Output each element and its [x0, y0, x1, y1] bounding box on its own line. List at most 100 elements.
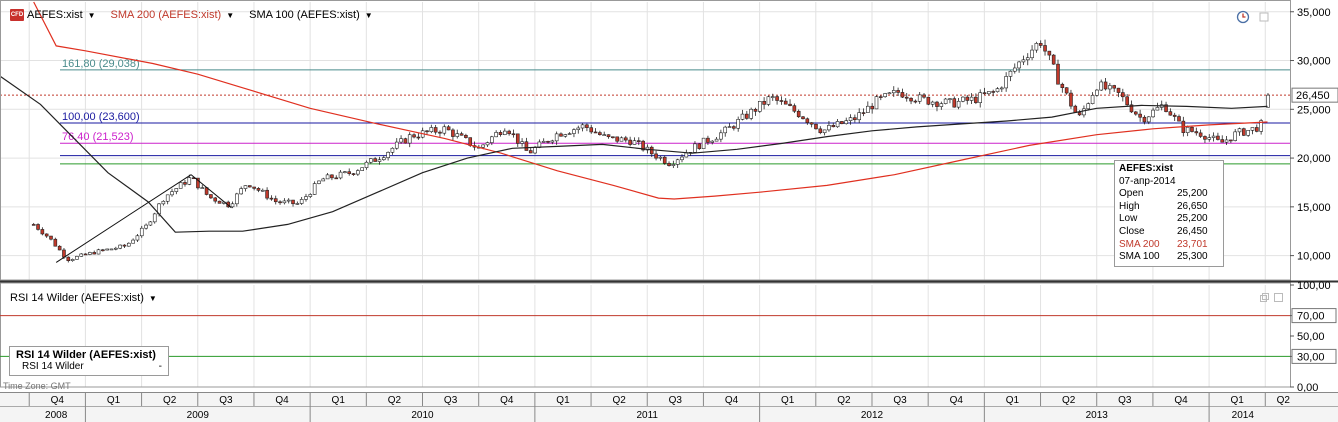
candle-body	[256, 188, 261, 191]
sma200-legend[interactable]: SMA 200 (AEFES:xist)	[110, 9, 222, 21]
candle-body	[1030, 49, 1034, 59]
candle-body	[31, 224, 36, 226]
candle-body	[943, 98, 948, 104]
candle-body	[178, 182, 183, 189]
y-tick-label: 20,000	[1297, 153, 1331, 165]
candle-body	[364, 161, 369, 168]
y-tick-label: 25,000	[1297, 104, 1331, 116]
candle-body	[935, 101, 939, 107]
candle-body	[520, 141, 524, 144]
maximize-icon[interactable]	[1259, 12, 1269, 22]
quarter-label: Q4	[51, 395, 65, 406]
candle-body	[662, 156, 667, 164]
tooltip-row: SMA 100 25,300	[1119, 251, 1219, 264]
candle-body	[900, 92, 905, 98]
candle-body	[671, 164, 676, 166]
tooltip-row-value: 25,200	[1177, 188, 1208, 200]
candle-body	[425, 130, 429, 133]
candle-body	[606, 134, 611, 138]
symbol-label[interactable]: AEFES:xist	[27, 9, 83, 21]
quarter-label: Q2	[837, 395, 851, 406]
candle-body	[554, 133, 559, 142]
rsi-y-tick-label: 50,00	[1297, 331, 1325, 343]
candle-body	[835, 121, 840, 128]
candle-body	[701, 137, 706, 149]
candle-body	[1190, 126, 1194, 132]
candle-body	[213, 197, 218, 202]
candle-body	[598, 132, 602, 135]
rsi-y-tick-label: 30,00	[1297, 351, 1325, 363]
ohlc-tooltip: AEFES:xist 07-апр-2014 Open 25,200 High 26,…	[1114, 160, 1224, 267]
candle-body	[1164, 104, 1168, 112]
candle-body	[1133, 111, 1138, 115]
price-candles	[31, 39, 1270, 263]
candle-body	[343, 171, 347, 173]
candle-body	[956, 100, 961, 108]
rsi-info-label: RSI 14 Wilder	[22, 361, 84, 372]
candle-body	[356, 170, 360, 175]
candle-body	[1051, 54, 1056, 65]
candle-body	[1082, 108, 1086, 116]
candle-body	[446, 126, 451, 131]
candle-body	[1021, 59, 1026, 63]
candle-body	[546, 140, 550, 143]
candle-body	[317, 180, 321, 184]
candle-body	[1242, 128, 1246, 136]
candle-body	[913, 100, 918, 103]
candle-body	[83, 253, 88, 256]
candle-body	[243, 185, 248, 189]
tooltip-date: 07-апр-2014	[1119, 175, 1176, 187]
candle-body	[101, 249, 105, 252]
chevron-down-icon[interactable]: ▼	[148, 293, 157, 303]
candle-body	[528, 150, 533, 154]
chevron-down-icon[interactable]: ▼	[226, 10, 235, 20]
chevron-down-icon[interactable]: ▼	[87, 10, 96, 20]
rsi-panel	[0, 315, 1290, 357]
candle-body	[502, 130, 507, 135]
sma100-legend[interactable]: SMA 100 (AEFES:xist)	[249, 9, 360, 21]
candle-body	[312, 183, 317, 195]
candle-body	[857, 112, 861, 121]
candle-body	[412, 134, 416, 138]
candle-body	[92, 252, 97, 255]
candle-body	[507, 130, 511, 135]
rsi-legend[interactable]: RSI 14 Wilder (AEFES:xist)	[10, 292, 144, 304]
candle-body	[632, 140, 637, 145]
candle-body	[693, 143, 697, 153]
candle-body	[619, 137, 624, 142]
candle-body	[559, 133, 563, 137]
price-panel-frame	[0, 0, 1291, 281]
moving-averages	[0, 1, 1268, 233]
candle-body	[455, 133, 460, 137]
candle-body	[831, 125, 836, 128]
candle-body	[766, 96, 771, 105]
quarter-label: Q4	[725, 395, 739, 406]
restore-icon[interactable]	[1260, 293, 1269, 302]
candle-body	[386, 152, 390, 158]
cfd-badge-icon: CFD	[10, 9, 24, 21]
rsi-panel-frame	[0, 282, 1291, 388]
tooltip-row-label: Low	[1119, 213, 1138, 225]
quarter-label: Q1	[781, 395, 795, 406]
candle-body	[511, 133, 516, 136]
clock-icon[interactable]	[1236, 10, 1250, 24]
sma100-line	[0, 75, 1268, 233]
candle-body	[1129, 104, 1134, 113]
rsi-info-value: -	[158, 361, 162, 372]
candle-body	[736, 119, 740, 129]
tooltip-row: Close 26,450	[1119, 226, 1219, 239]
rsi-y-tick-label: 100,00	[1297, 280, 1331, 292]
trendline	[190, 174, 232, 209]
candle-body	[1025, 57, 1030, 61]
maximize-icon[interactable]	[1274, 293, 1283, 302]
candle-body	[36, 224, 40, 230]
chevron-down-icon[interactable]: ▼	[364, 10, 373, 20]
candle-body	[585, 124, 589, 128]
candle-body	[187, 177, 192, 185]
candle-body	[131, 239, 135, 244]
candle-body	[1138, 113, 1142, 118]
candle-body	[62, 249, 66, 258]
candle-body	[122, 244, 127, 247]
candle-body	[745, 113, 749, 119]
